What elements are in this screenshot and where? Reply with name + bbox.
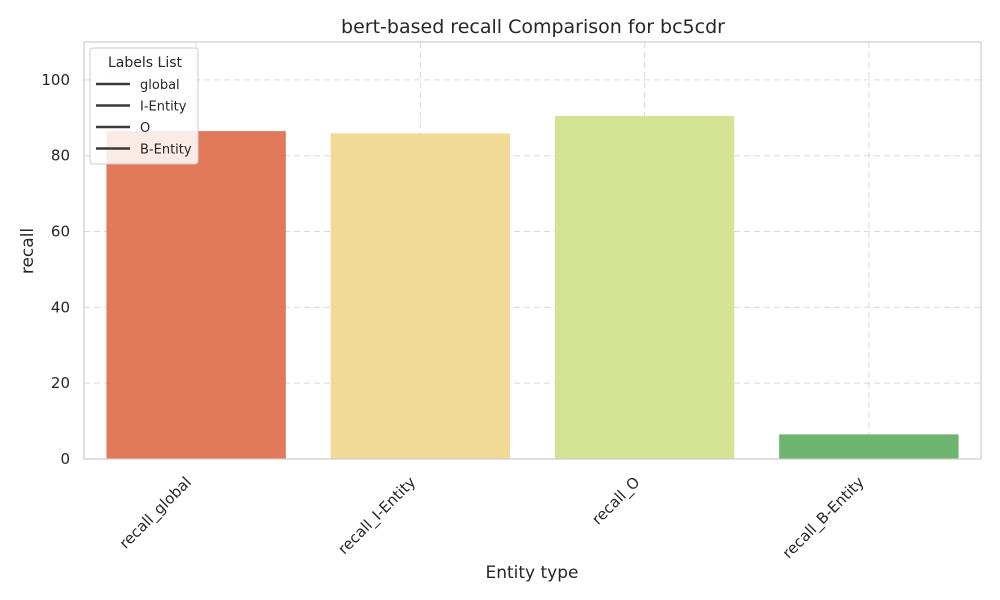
bar-recall_B-Entity — [779, 434, 959, 459]
legend-label: B-Entity — [140, 143, 192, 158]
bar-layer — [106, 115, 959, 460]
bar-recall_I-Entity — [330, 133, 511, 460]
bar-recall_global — [106, 131, 286, 459]
legend-label: global — [140, 78, 180, 93]
legend-title: Labels List — [108, 55, 182, 71]
chart-title: bert-based recall Comparison for bc5cdr — [341, 16, 725, 38]
legend-entries: global I-Entity O B-Entity — [96, 78, 192, 158]
legend-label: I-Entity — [140, 100, 187, 115]
legend: Labels List global I-Entity O B-Entity — [89, 47, 199, 165]
plot-frame — [83, 41, 982, 460]
y-tick-label: 80 — [51, 147, 70, 165]
legend-label: O — [140, 121, 150, 136]
x-axis-label: Entity type — [485, 563, 578, 583]
y-tick-label: 60 — [51, 223, 70, 241]
y-tick-label: 0 — [60, 450, 70, 468]
bar-recall_O — [554, 115, 735, 459]
y-tick-label: 20 — [51, 374, 70, 392]
y-tick-label: 100 — [41, 71, 70, 89]
legend-box — [89, 47, 199, 165]
y-axis-label: recall — [18, 228, 38, 274]
y-tick-label: 40 — [51, 298, 70, 316]
